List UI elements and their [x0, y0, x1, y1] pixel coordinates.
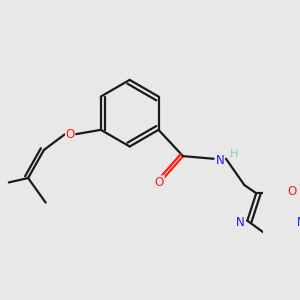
Text: O: O: [287, 185, 297, 198]
Text: H: H: [230, 149, 238, 159]
Text: O: O: [155, 176, 164, 189]
Text: N: N: [297, 216, 300, 229]
Text: O: O: [65, 128, 75, 141]
Text: N: N: [215, 154, 224, 167]
Text: N: N: [236, 216, 245, 229]
